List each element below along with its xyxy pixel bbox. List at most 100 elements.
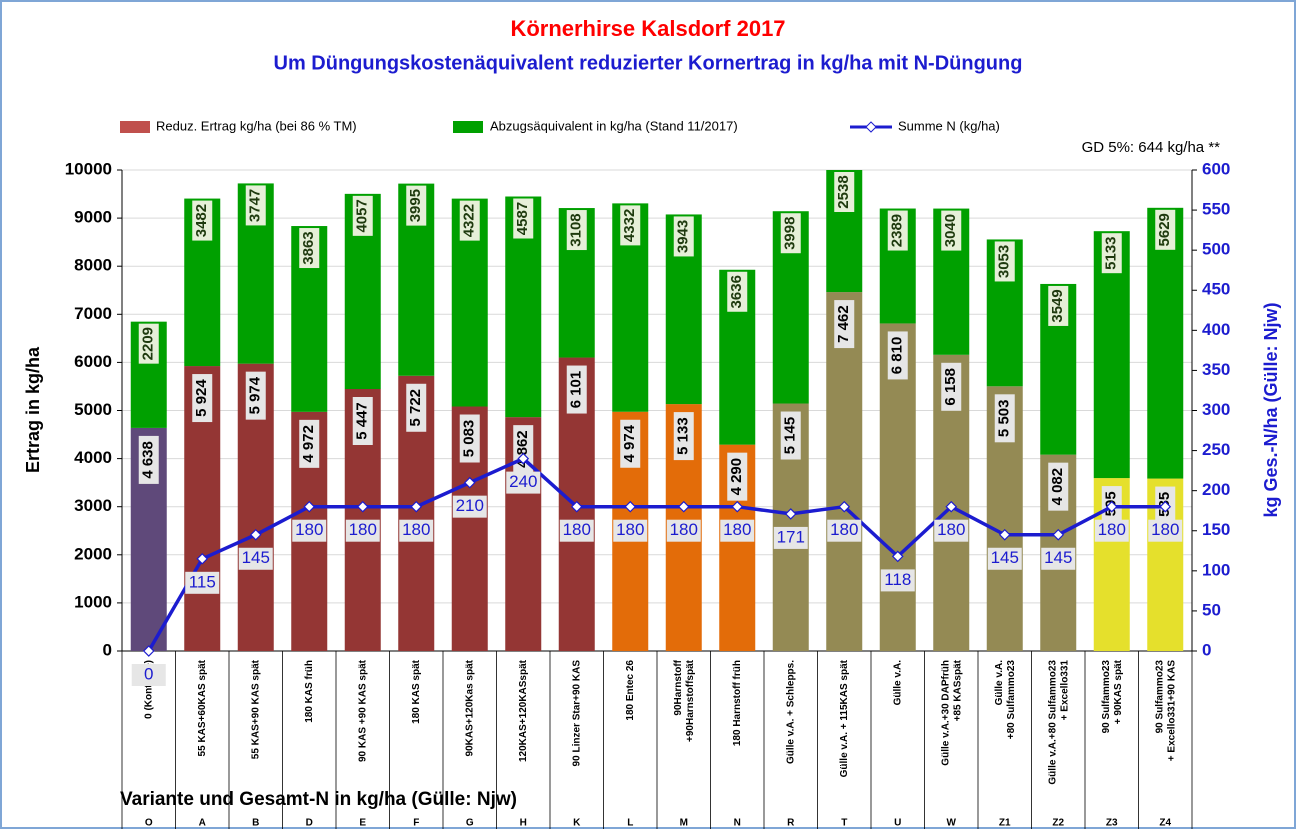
label-box <box>887 331 908 380</box>
label-box <box>834 172 855 212</box>
label-box <box>406 185 427 226</box>
data-label: 3636 <box>728 275 745 308</box>
label-box <box>299 228 320 269</box>
data-label: 2538 <box>835 175 852 208</box>
label-box <box>1148 519 1183 542</box>
label-box <box>1041 547 1076 570</box>
data-label: 180 <box>670 520 698 539</box>
category-code: U <box>894 818 901 829</box>
line-marker <box>142 645 155 657</box>
data-label: 4 082 <box>1049 468 1066 506</box>
chart-title: Körnerhirse Kalsdorf 2017 <box>510 16 785 41</box>
x-tick-label: Gülle v.A. <box>892 660 903 706</box>
label-box <box>834 300 855 349</box>
category-code: Z3 <box>1106 818 1118 829</box>
line-marker <box>945 500 958 513</box>
data-label: 171 <box>777 527 805 546</box>
y2-tick-label: 300 <box>1202 400 1230 419</box>
line-marker <box>731 500 744 513</box>
data-label: 4587 <box>514 202 531 235</box>
data-label: 5 133 <box>675 417 692 455</box>
data-label: 3053 <box>996 245 1013 278</box>
label-box <box>941 210 962 251</box>
data-label: 145 <box>991 548 1019 567</box>
data-label: 3863 <box>300 231 317 264</box>
label-box <box>452 495 487 518</box>
y2-tick-label: 250 <box>1202 440 1230 459</box>
category-code: A <box>199 818 206 829</box>
label-box <box>666 519 701 542</box>
y2-tick-label: 100 <box>1202 560 1230 579</box>
category-code: E <box>359 818 366 829</box>
line-marker <box>1159 500 1172 513</box>
label-box <box>613 519 648 542</box>
line-marker <box>249 528 262 541</box>
data-label: 180 <box>349 520 377 539</box>
x-tick-label: 180 Entec 26 <box>625 660 636 721</box>
data-label: 3747 <box>247 189 264 222</box>
line-marker <box>1052 528 1065 541</box>
data-label: 5 974 <box>247 376 264 414</box>
data-label: 5 145 <box>782 417 799 455</box>
line-marker <box>463 476 476 489</box>
label-box <box>827 519 862 542</box>
line-marker <box>624 500 637 513</box>
label-box <box>1048 285 1069 326</box>
data-label: 4057 <box>354 199 371 232</box>
y2-tick-label: 450 <box>1202 280 1230 299</box>
annotation: GD 5%: 644 kg/ha ** <box>1082 139 1221 156</box>
label-box <box>727 271 748 312</box>
data-label: 180 <box>1098 520 1126 539</box>
label-box <box>994 394 1015 443</box>
label-box <box>185 571 220 594</box>
data-label: 180 <box>402 520 430 539</box>
line-marker <box>570 500 583 513</box>
legend-swatch <box>865 121 877 133</box>
category-code: K <box>573 818 581 829</box>
y-tick-label: 7000 <box>74 304 112 323</box>
y2-tick-label: 350 <box>1202 360 1230 379</box>
y2-tick-label: 600 <box>1202 159 1230 178</box>
x-tick-label: Gülle v.A. + Schlepps. <box>785 660 796 764</box>
y-tick-label: 0 <box>103 640 112 659</box>
y-tick-label: 2000 <box>74 544 112 563</box>
category-code: W <box>947 818 957 829</box>
data-label: 180 <box>830 520 858 539</box>
label-box <box>299 419 320 468</box>
data-label: 5 722 <box>407 389 424 427</box>
label-box <box>506 471 541 494</box>
y-tick-label: 5000 <box>74 400 112 419</box>
category-code: L <box>627 818 633 829</box>
label-box <box>459 414 480 463</box>
line-marker <box>838 500 851 513</box>
y-tick-label: 9000 <box>74 208 112 227</box>
category-code: Z4 <box>1159 818 1171 829</box>
data-label: 3482 <box>193 204 210 237</box>
line-marker <box>677 500 690 513</box>
data-label: 3943 <box>675 220 692 253</box>
legend-label: Summe N (kg/ha) <box>898 118 1000 133</box>
category-code: O <box>145 818 153 829</box>
category-code: R <box>787 818 795 829</box>
label-box <box>994 241 1015 282</box>
x-tick-label: 55 KAS+90 KAS spät <box>250 659 261 759</box>
y2-axis-title: kg Ges.-N/ha (Gülle: Njw) <box>1261 302 1281 517</box>
label-box <box>559 519 594 542</box>
x-tick-label: 55 KAS+60KAS spät <box>197 659 208 756</box>
label-box <box>513 198 534 239</box>
y-tick-label: 4000 <box>74 448 112 467</box>
data-label: 5 924 <box>193 379 210 417</box>
data-label: 6 810 <box>889 337 906 375</box>
label-box <box>292 519 327 542</box>
x-tick-label: 90 Sulfammo23+ 90KAS spät <box>1100 659 1123 733</box>
y-tick-label: 3000 <box>74 496 112 515</box>
label-box <box>780 213 801 254</box>
y-tick-label: 1000 <box>74 592 112 611</box>
label-box <box>720 519 755 542</box>
x-tick-label: 0 (Kontrolle) <box>143 660 154 719</box>
line-marker <box>784 508 797 520</box>
x-tick-label: Gülle v.A.+80 Sulfammo23 <box>993 660 1016 740</box>
data-label: 210 <box>456 496 484 515</box>
data-label: 3108 <box>568 213 585 246</box>
line-series <box>147 456 1166 652</box>
